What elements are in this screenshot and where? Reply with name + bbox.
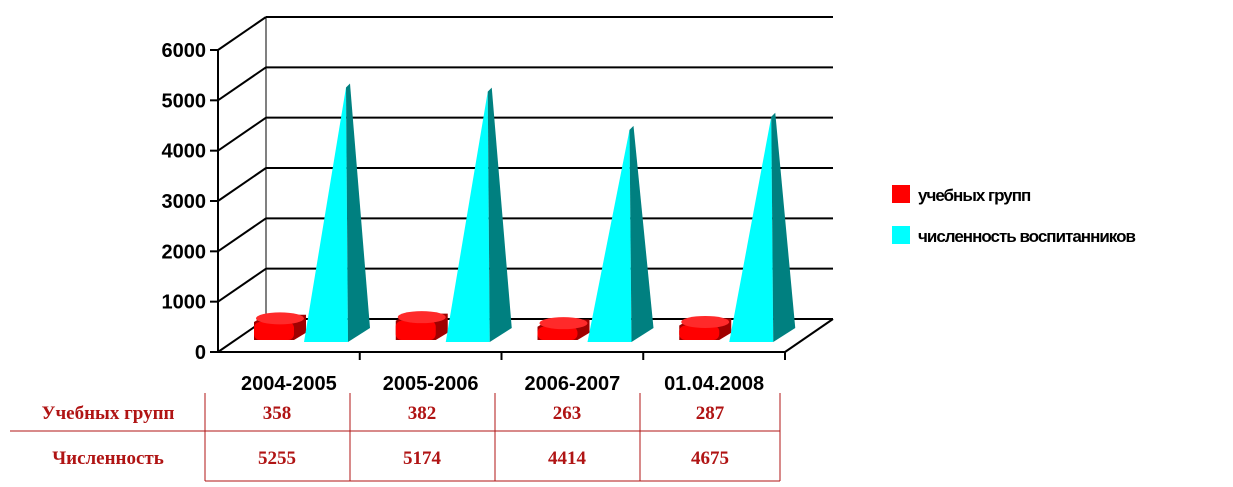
table-cell: 4675 xyxy=(691,448,729,469)
x-category-label: 2005-2006 xyxy=(383,373,479,395)
table-cell: 5174 xyxy=(403,448,442,469)
gridline-side xyxy=(217,66,267,102)
table-cell: 358 xyxy=(263,403,292,424)
bar-pupils-side xyxy=(346,83,370,342)
bar-groups-top xyxy=(256,312,304,325)
legend-item-groups: учебных групп xyxy=(892,185,1032,205)
y-tick-label: 2000 xyxy=(162,241,207,263)
table-row-label-pupils: Численность xyxy=(52,448,164,469)
bar-pupils-side xyxy=(771,112,796,342)
gridline-side xyxy=(217,116,267,152)
bar-groups xyxy=(395,320,436,340)
floor-right-edge xyxy=(784,318,834,353)
legend-label-pupils: численность воспитанников xyxy=(918,227,1135,246)
table-cell: 287 xyxy=(696,403,725,424)
x-category-label: 2006-2007 xyxy=(525,373,621,395)
bar-pupils-front xyxy=(445,91,490,342)
table-cell: 382 xyxy=(408,403,437,424)
bar-pupils-side xyxy=(629,125,654,342)
bar-groups xyxy=(254,321,294,340)
bar-pupils-front xyxy=(587,129,632,342)
chart-bars xyxy=(254,83,796,342)
y-tick-label: 5000 xyxy=(162,90,207,112)
table-cell: 4414 xyxy=(548,448,587,469)
legend: учебных групп численность воспитанников xyxy=(892,185,1136,246)
x-category-label: 01.04.2008 xyxy=(664,373,764,395)
y-tick-label: 0 xyxy=(195,342,206,364)
bar-pupils-front xyxy=(304,87,348,342)
table-row-label-groups: Учебных групп xyxy=(42,403,175,424)
bar-groups-top xyxy=(539,317,588,330)
legend-item-pupils: численность воспитанников xyxy=(892,226,1136,246)
y-axis-ticks: 0 1000 2000 3000 4000 5000 6000 xyxy=(162,40,207,364)
gridline-side xyxy=(217,267,267,303)
data-table: Учебных групп 358 382 263 287 Численност… xyxy=(10,393,781,482)
legend-label-groups: учебных групп xyxy=(918,186,1031,205)
table-cell: 263 xyxy=(553,403,582,424)
y-tick-label: 4000 xyxy=(162,141,207,163)
x-category-label: 2004-2005 xyxy=(241,373,337,395)
y-tick-label: 3000 xyxy=(162,191,207,213)
x-axis-categories: 2004-2005 2005-2006 2006-2007 01.04.2008 xyxy=(241,373,764,395)
bar-pupils-front xyxy=(729,116,774,342)
legend-swatch-groups xyxy=(892,185,910,203)
bar-groups xyxy=(679,325,720,340)
bar-groups xyxy=(537,326,578,340)
y-tick-label: 1000 xyxy=(162,292,207,314)
chart-grid xyxy=(210,16,834,360)
y-tick-label: 6000 xyxy=(162,40,207,62)
legend-swatch-pupils xyxy=(892,226,910,244)
table-cell: 5255 xyxy=(258,448,296,469)
gridline-side xyxy=(217,16,267,51)
bar-pupils-side xyxy=(487,87,512,342)
bar-groups-top xyxy=(397,311,446,324)
gridline-side xyxy=(217,167,267,202)
gridline-side xyxy=(217,217,267,253)
bar-groups-top xyxy=(681,315,730,328)
